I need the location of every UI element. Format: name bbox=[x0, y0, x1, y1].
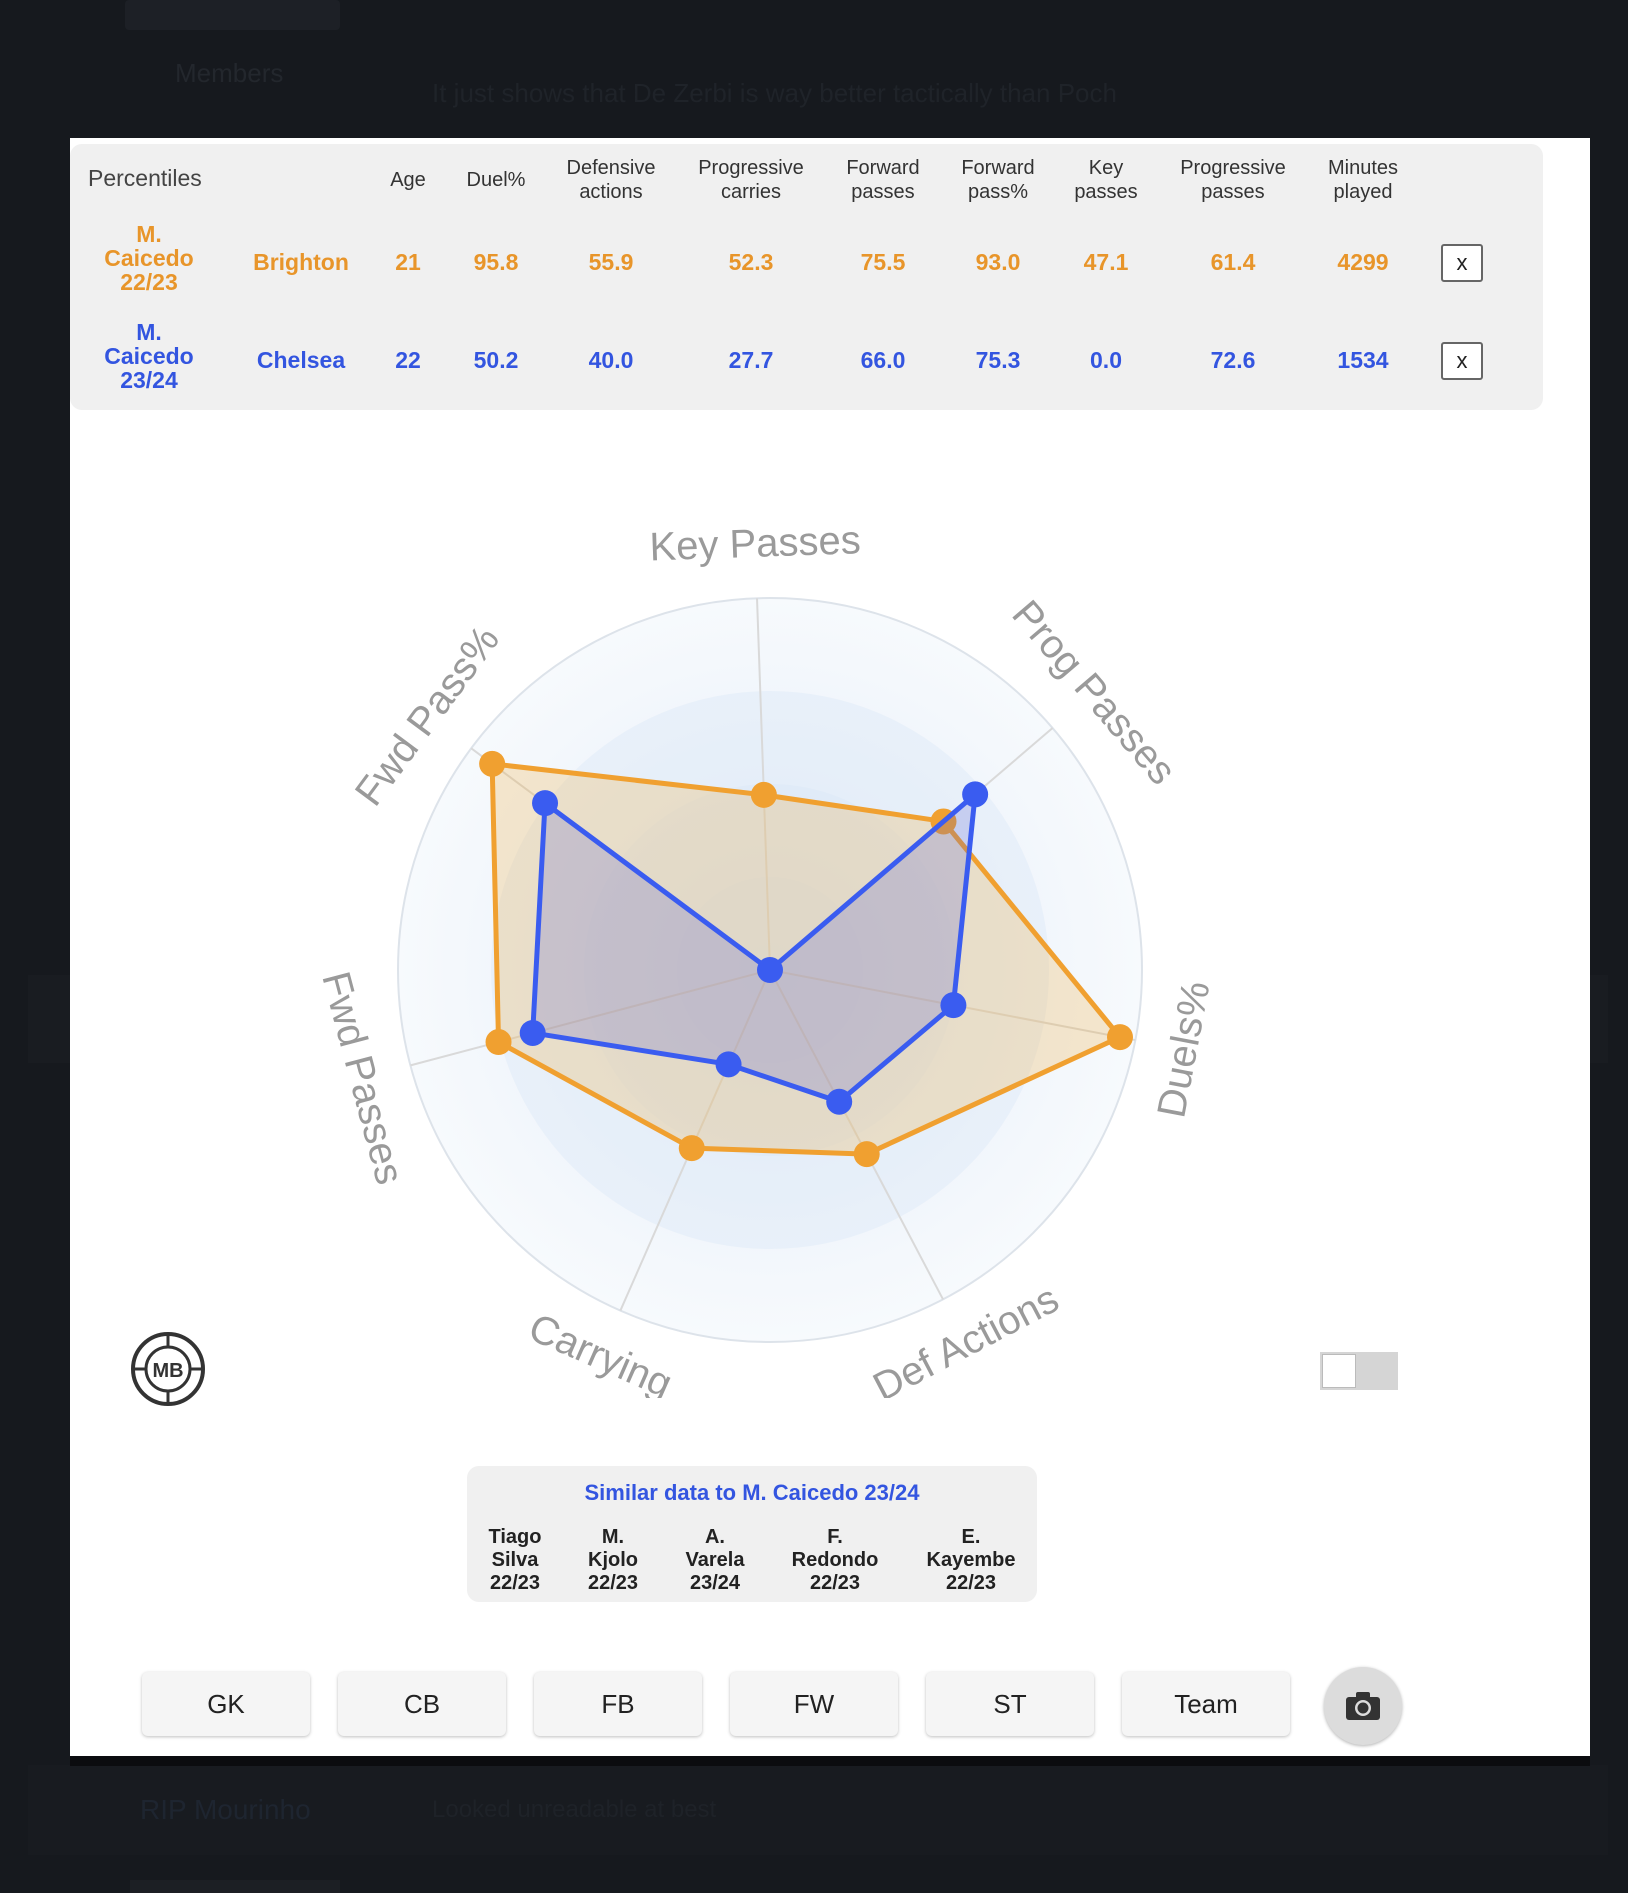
row1-player: M. Caicedo 22/23 bbox=[104, 221, 194, 295]
radar-series-2-point-7 bbox=[532, 790, 559, 817]
table-title: Percentiles bbox=[88, 165, 202, 191]
similar-title: Similar data to M. Caicedo 23/24 bbox=[584, 1480, 920, 1505]
st-button[interactable]: ST bbox=[926, 1672, 1094, 1736]
fw-button[interactable]: FW bbox=[730, 1672, 898, 1736]
row2-duel-pct: 50.2 bbox=[473, 347, 519, 373]
similar-player-4[interactable]: F. Redondo 22/23 bbox=[791, 1526, 879, 1594]
radar-series-1-area bbox=[489, 761, 1123, 1157]
row2-defensive-actions: 40.0 bbox=[588, 347, 634, 373]
similar-player-1[interactable]: Tiago Silva 22/23 bbox=[488, 1526, 542, 1594]
radar-series-1-point-3 bbox=[1106, 1024, 1133, 1051]
percentiles-table: Percentiles Age Duel% Defensive actions … bbox=[70, 144, 1543, 410]
toggle-knob bbox=[1322, 1354, 1356, 1388]
radar-series-2-point-3 bbox=[940, 992, 967, 1019]
row1-progressive-carries: 52.3 bbox=[728, 249, 774, 275]
gk-button[interactable]: GK bbox=[142, 1672, 310, 1736]
header-duel-pct: Duel% bbox=[466, 169, 526, 191]
header-age: Age bbox=[390, 169, 426, 191]
screenshot-button[interactable] bbox=[1324, 1667, 1402, 1745]
background-comment-text: It just shows that De Zerbi is way bette… bbox=[432, 78, 1117, 108]
row1-forward-passes: 75.5 bbox=[860, 249, 906, 275]
radar-axis-label-6: Fwd Passes bbox=[313, 967, 411, 1189]
radar-axis-label-3: Duels% bbox=[1149, 978, 1218, 1122]
row2-remove-button[interactable]: x bbox=[1441, 342, 1483, 380]
background-members-label: Members bbox=[175, 58, 284, 88]
radar-spoke bbox=[410, 969, 771, 1067]
row1-forward-pass-pct: 93.0 bbox=[975, 249, 1021, 275]
fb-button[interactable]: FB bbox=[534, 1672, 702, 1736]
svg-text:MB: MB bbox=[152, 1360, 183, 1382]
row2-age: 22 bbox=[395, 347, 421, 373]
background-bar bbox=[125, 0, 340, 30]
team-button[interactable]: Team bbox=[1122, 1672, 1290, 1736]
header-progressive-carries: Progressive carries bbox=[698, 157, 804, 203]
radar-spoke bbox=[769, 969, 944, 1300]
radar-series-2-point-2 bbox=[962, 781, 989, 808]
row2-minutes-played: 1534 bbox=[1337, 347, 1389, 373]
panel-bottom-edge bbox=[70, 1756, 1590, 1766]
view-toggle[interactable] bbox=[1320, 1352, 1398, 1390]
similar-player-5[interactable]: E. Kayembe 22/23 bbox=[926, 1526, 1016, 1594]
comparison-panel: Percentiles Age Duel% Defensive actions … bbox=[70, 138, 1590, 1758]
background-bottom-row bbox=[28, 1765, 1608, 1855]
camera-icon bbox=[1346, 1692, 1380, 1720]
radar-series-1-point-5 bbox=[678, 1135, 705, 1162]
row2-progressive-passes: 72.6 bbox=[1210, 347, 1256, 373]
radar-series-1-point-7 bbox=[479, 750, 506, 777]
header-forward-passes: Forward passes bbox=[846, 157, 920, 203]
row2-player: M. Caicedo 23/24 bbox=[104, 319, 194, 393]
header-key-passes: Key passes bbox=[1074, 157, 1138, 203]
background-username: RIP Mourinho bbox=[140, 1794, 311, 1825]
background-comment-preview: Looked unreadable at best bbox=[432, 1796, 717, 1823]
row1-minutes-played: 4299 bbox=[1337, 249, 1389, 275]
radar-series-2-area bbox=[530, 791, 978, 1105]
header-forward-pass-pct: Forward pass% bbox=[961, 157, 1035, 203]
row2-key-passes: 0.0 bbox=[1090, 347, 1122, 373]
background-strip bbox=[130, 1880, 340, 1893]
radar-series-2-point-4 bbox=[826, 1088, 853, 1115]
radar-series-2-point-1 bbox=[757, 957, 783, 983]
similar-player-2[interactable]: M. Kjolo 22/23 bbox=[587, 1526, 639, 1594]
row2-team: Chelsea bbox=[256, 347, 346, 373]
row1-key-passes: 47.1 bbox=[1083, 249, 1129, 275]
radar-series-2-point-5 bbox=[715, 1051, 742, 1078]
radar-series-1-point-1 bbox=[750, 781, 777, 808]
header-progressive-passes: Progressive passes bbox=[1180, 157, 1286, 203]
row1-duel-pct: 95.8 bbox=[473, 249, 519, 275]
header-defensive-actions: Defensive actions bbox=[566, 157, 656, 203]
cb-button[interactable]: CB bbox=[338, 1672, 506, 1736]
radar-series-2-point-6 bbox=[519, 1019, 546, 1046]
radar-series-1-point-6 bbox=[485, 1029, 512, 1056]
row2-forward-passes: 66.0 bbox=[860, 347, 906, 373]
radar-axis-label-1: Key Passes bbox=[649, 518, 862, 569]
radar-series-1-point-4 bbox=[853, 1141, 880, 1168]
row2-progressive-carries: 27.7 bbox=[728, 347, 774, 373]
row1-progressive-passes: 61.4 bbox=[1210, 249, 1256, 275]
row2-forward-pass-pct: 75.3 bbox=[975, 347, 1021, 373]
similar-players-box: Similar data to M. Caicedo 23/24 Tiago Si… bbox=[467, 1466, 1037, 1602]
row1-defensive-actions: 55.9 bbox=[588, 249, 634, 275]
row1-team: Brighton bbox=[253, 249, 349, 275]
header-minutes-played: Minutes played bbox=[1327, 157, 1399, 203]
row1-age: 21 bbox=[395, 249, 421, 275]
similar-player-3[interactable]: A. Varela 23/24 bbox=[685, 1526, 745, 1594]
mb-logo: MB bbox=[131, 1332, 205, 1406]
row1-remove-button[interactable]: x bbox=[1441, 244, 1483, 282]
